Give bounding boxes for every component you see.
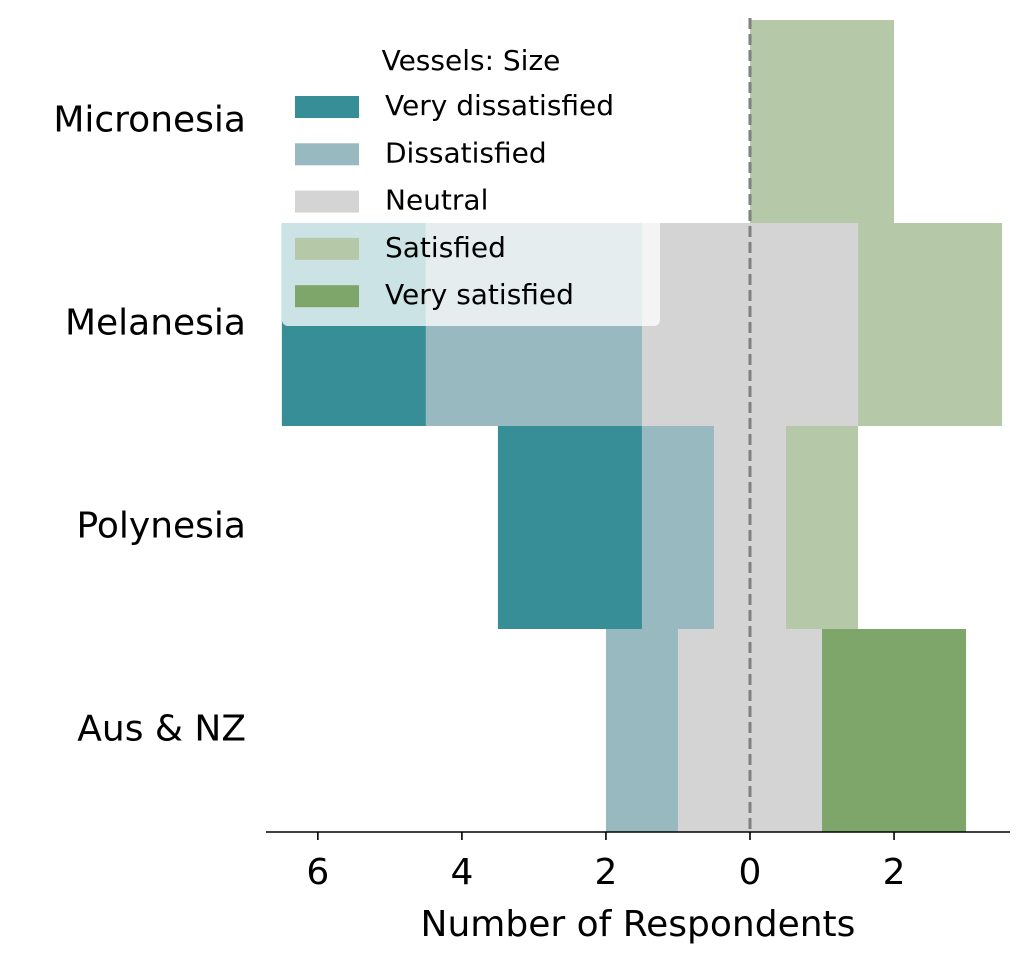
y-tick-label: Micronesia (53, 100, 246, 141)
legend-swatch (295, 237, 359, 260)
legend-swatch (295, 285, 359, 308)
legend-label: Neutral (385, 184, 488, 217)
y-tick-label: Polynesia (76, 506, 246, 547)
legend-label: Very dissatisfied (385, 89, 614, 122)
y-tick-label: Aus & NZ (77, 709, 246, 750)
bar (786, 426, 859, 629)
y-tick-label: Melanesia (65, 303, 246, 344)
legend-label: Very satisfied (385, 278, 574, 311)
bar (641, 426, 714, 629)
x-tick-label: 4 (450, 852, 473, 893)
bar (605, 629, 678, 832)
legend-label: Satisfied (385, 231, 506, 264)
bar (497, 426, 642, 629)
legend-box (282, 38, 660, 326)
bar (858, 223, 1003, 426)
legend-swatch (295, 96, 359, 118)
legend-label: Dissatisfied (385, 136, 547, 169)
bar (749, 20, 895, 223)
legend-title: Vessels: Size (382, 44, 561, 77)
legend-swatch (295, 190, 359, 213)
x-tick-label: 0 (739, 852, 762, 893)
x-axis-label: Number of Respondents (421, 904, 856, 945)
x-tick-label: 2 (594, 852, 617, 893)
x-tick-label: 6 (306, 852, 329, 893)
bar (822, 629, 967, 832)
x-tick-label: 2 (883, 852, 906, 893)
legend-swatch (295, 143, 359, 166)
